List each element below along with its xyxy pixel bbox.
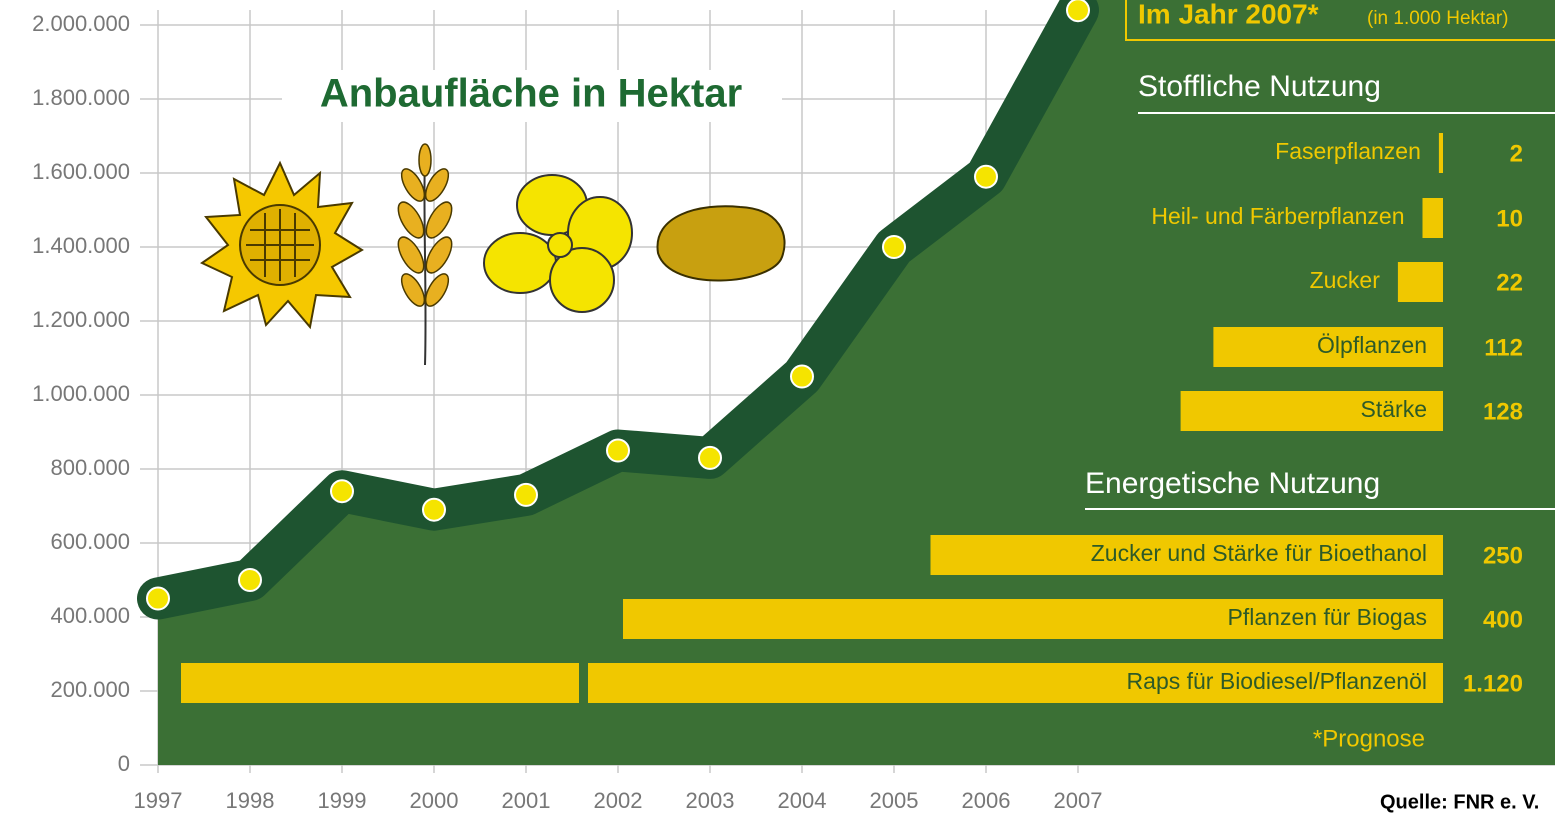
bar-label: Pflanzen für Biogas xyxy=(1228,604,1427,630)
data-point xyxy=(330,479,354,504)
data-point xyxy=(1066,0,1090,23)
bar xyxy=(588,663,1443,703)
data-point xyxy=(238,568,262,592)
x-tick-label: 1999 xyxy=(318,788,367,813)
value-label: 250 xyxy=(1483,542,1523,569)
section-heading: Stoffliche Nutzung xyxy=(1138,70,1381,103)
bar-label: Stärke xyxy=(1361,396,1427,422)
area-layer xyxy=(137,0,1099,765)
bar-label: Heil- und Färberpflanzen xyxy=(1151,203,1404,229)
area-background xyxy=(1078,0,1555,765)
potato-icon xyxy=(656,205,786,282)
bar xyxy=(1213,327,1443,367)
inset-title-box xyxy=(1125,0,1555,41)
value-label: 400 xyxy=(1483,606,1523,633)
y-tick-label: 1.800.000 xyxy=(32,85,130,110)
x-tick-label: 2001 xyxy=(502,788,551,813)
bar-label: Ölpflanzen xyxy=(1317,332,1427,358)
x-tick-label: 2003 xyxy=(686,788,735,813)
y-tick-label: 400.000 xyxy=(50,603,130,628)
sunflower-icon xyxy=(199,160,364,330)
area xyxy=(158,10,1078,765)
data-point xyxy=(422,497,446,522)
x-tick-label: 2000 xyxy=(410,788,459,813)
bar xyxy=(1438,133,1443,173)
bar-label: Raps für Biodiesel/Pflanzenöl xyxy=(1127,668,1427,694)
source: Quelle: FNR e. V. xyxy=(1380,791,1539,813)
title-background xyxy=(282,70,782,122)
x-tick-label: 2005 xyxy=(870,788,919,813)
footnote: *Prognose xyxy=(1313,725,1425,752)
value-label: 112 xyxy=(1484,334,1523,361)
rapeseed-flower-icon xyxy=(483,174,633,313)
wheat-icon xyxy=(397,143,453,366)
value-label: 2 xyxy=(1510,140,1523,167)
value-label: 10 xyxy=(1496,205,1523,232)
inset-title: Im Jahr 2007* xyxy=(1138,0,1319,29)
inset-bars: Stoffliche Nutzung Faserpflanzen 2 Heil- un… xyxy=(181,70,1555,703)
data-point xyxy=(698,445,722,470)
x-tick-label: 2007 xyxy=(1054,788,1103,813)
chart-title: Anbaufläche in Hektar xyxy=(320,72,742,116)
data-point xyxy=(146,586,170,611)
data-point xyxy=(606,438,630,463)
bar xyxy=(1397,262,1443,302)
bar-label: Zucker und Stärke für Bioethanol xyxy=(1091,540,1427,566)
bar xyxy=(1422,198,1443,238)
y-tick-label: 200.000 xyxy=(50,677,130,702)
bar xyxy=(1180,391,1443,431)
y-tick-label: 1.200.000 xyxy=(32,307,130,332)
y-tick-label: 1.000.000 xyxy=(32,381,130,406)
data-point xyxy=(514,482,538,507)
x-tick-label: 2002 xyxy=(594,788,643,813)
x-tick-label: 1997 xyxy=(134,788,183,813)
bar xyxy=(181,663,579,703)
data-point xyxy=(790,364,814,389)
section-heading: Energetische Nutzung xyxy=(1085,467,1380,500)
y-tick-label: 600.000 xyxy=(50,529,130,554)
y-tick-label: 800.000 xyxy=(50,455,130,480)
bar-label: Faserpflanzen xyxy=(1275,138,1421,164)
bar xyxy=(930,535,1443,575)
x-tick-label: 2006 xyxy=(962,788,1011,813)
inset-subtitle: (in 1.000 Hektar) xyxy=(1367,8,1509,29)
value-label: 1.120 xyxy=(1463,670,1523,697)
x-tick-label: 1998 xyxy=(226,788,275,813)
y-tick-label: 2.000.000 xyxy=(32,11,130,36)
y-tick-label: 0 xyxy=(118,751,130,776)
value-label: 128 xyxy=(1483,398,1523,425)
x-tick-label: 2004 xyxy=(778,788,827,813)
illustrations xyxy=(199,143,786,366)
data-point xyxy=(882,235,906,259)
bar-label: Zucker xyxy=(1310,267,1381,293)
data-point xyxy=(974,164,998,189)
y-tick-label: 1.600.000 xyxy=(32,159,130,184)
bar xyxy=(623,599,1443,639)
y-tick-label: 1.400.000 xyxy=(32,233,130,258)
value-label: 22 xyxy=(1496,269,1523,296)
